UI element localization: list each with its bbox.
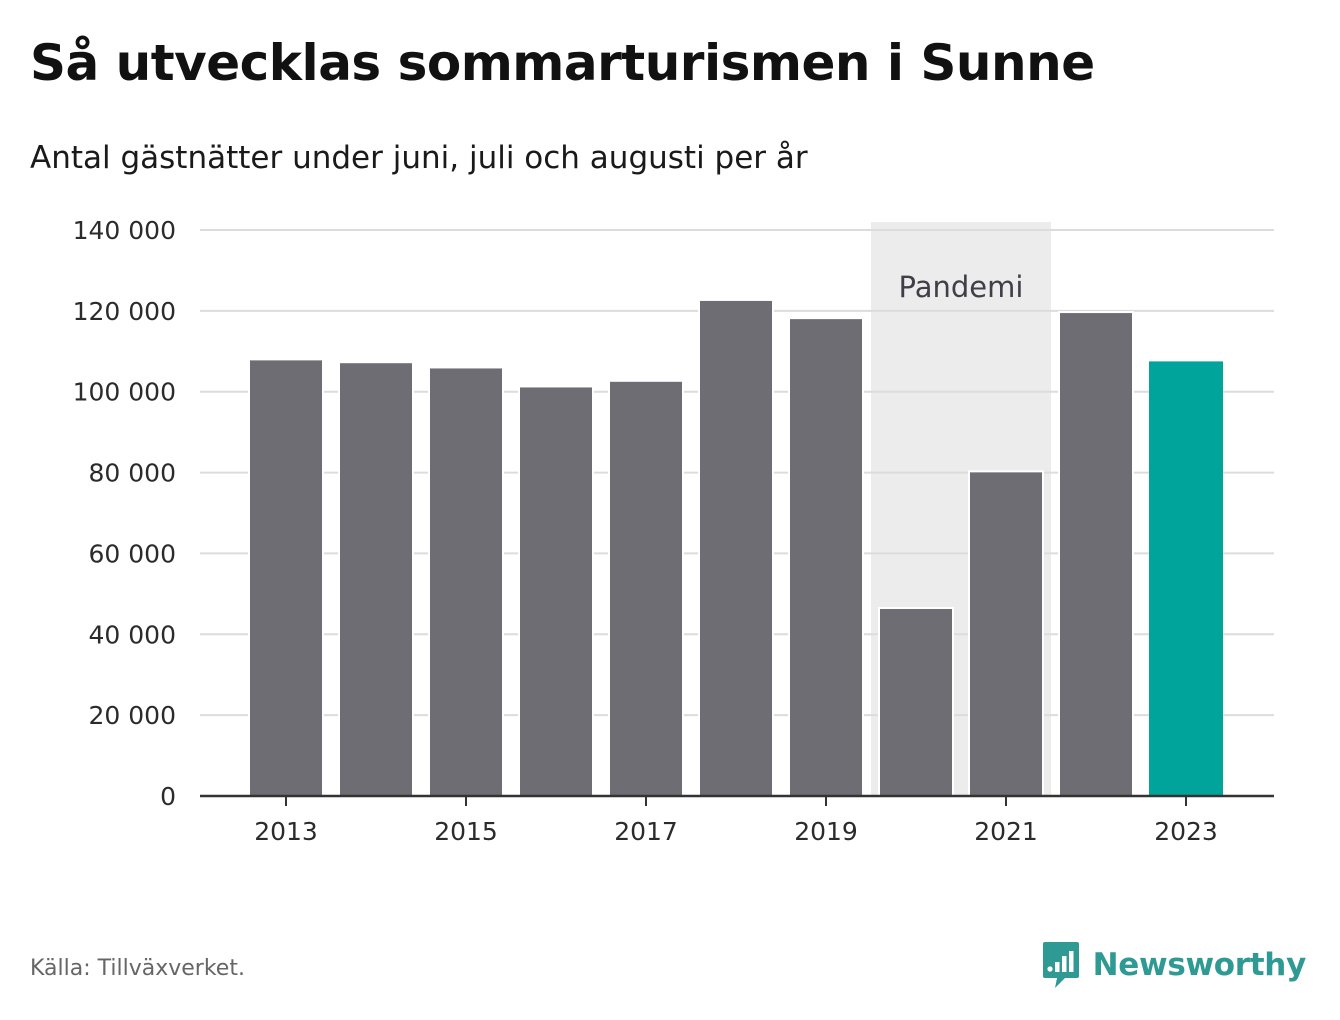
y-tick-label: 140 000	[73, 216, 176, 245]
x-tick-label: 2015	[434, 817, 498, 846]
bar-2023	[1149, 361, 1223, 796]
y-tick-label: 40 000	[89, 620, 176, 649]
y-tick-label: 20 000	[89, 701, 176, 730]
bars	[248, 298, 1223, 797]
brand-logo: Newsworthy	[1041, 940, 1306, 990]
bar-2019	[788, 317, 864, 797]
bar-2015	[428, 366, 504, 797]
bar-2021	[968, 470, 1044, 797]
x-tick-label: 2021	[974, 817, 1038, 846]
bar-2017	[608, 379, 684, 797]
bar-2018	[698, 298, 774, 797]
x-tick-label: 2023	[1154, 817, 1218, 846]
bar-chart-speech-bubble-icon	[1042, 942, 1079, 988]
bar-2016	[518, 385, 594, 797]
source-note: Källa: Tillväxverket.	[30, 956, 245, 981]
x-tick-label: 2017	[614, 817, 678, 846]
bar-chart: Pandemi 0 20 000 40 000 60 000 80 000 100 000…	[73, 216, 1274, 846]
bar-2013	[248, 358, 324, 797]
bar-2014	[338, 361, 414, 797]
y-tick-label: 100 000	[73, 378, 176, 407]
y-tick-label: 120 000	[73, 297, 176, 326]
y-tick-label: 60 000	[89, 539, 176, 568]
bar-2022	[1058, 311, 1134, 797]
axes: 0 20 000 40 000 60 000 80 000 100 000 120 000 1…	[73, 216, 1274, 846]
x-tick-label: 2013	[254, 817, 318, 846]
x-tick-label: 2019	[794, 817, 858, 846]
pandemic-band-label: Pandemi	[899, 270, 1024, 304]
bar-2020	[878, 607, 954, 797]
y-tick-label: 80 000	[89, 459, 176, 488]
chart-subtitle: Antal gästnätter under juni, juli och au…	[30, 140, 808, 176]
brand-name: Newsworthy	[1092, 947, 1307, 983]
y-tick-label: 0	[160, 782, 176, 811]
chart-title: Så utvecklas sommarturismen i Sunne	[30, 34, 1095, 92]
